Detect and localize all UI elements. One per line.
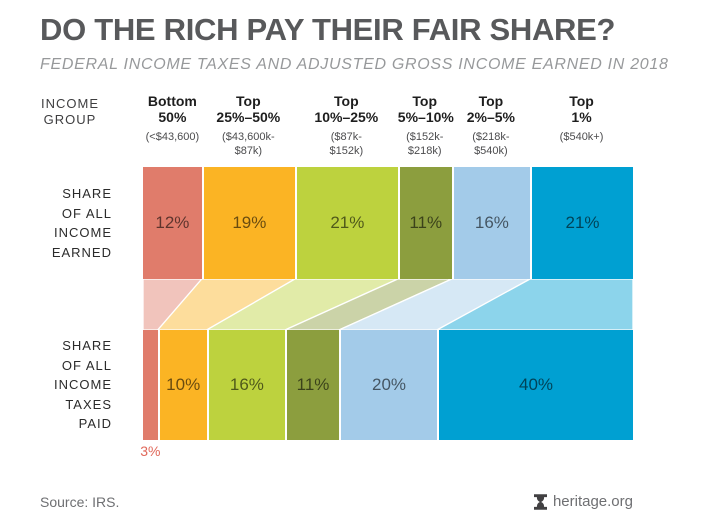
column-income-range: ($152k- $218k) (406, 131, 444, 158)
column-name: Top 25%–50% (216, 93, 281, 126)
taxes-paid-row-label: SHARE OF ALL INCOME TAXES PAID (54, 338, 112, 432)
chart: Bottom 50% (<$43,600) Top 25%–50% ($43,600k… (140, 0, 633, 514)
taxes-value-label: 16% (229, 375, 264, 394)
column-name: Top 10%–25% (314, 93, 379, 126)
column-header-top-10-25: Top 10%–25% ($87k- $152k) (295, 93, 398, 159)
column-header-bottom-50: Bottom 50% (<$43,600) (143, 93, 202, 144)
income-bar-bottom-50: 12% (143, 167, 202, 279)
income-group-label: INCOME GROUP (41, 96, 99, 128)
page-title: DO THE RICH PAY THEIR FAIR SHARE? (40, 12, 616, 47)
flow-connectors (143, 279, 633, 330)
taxes-value-label: 20% (371, 375, 407, 394)
heritage-bell-icon (533, 493, 547, 510)
taxes-bar-top-10-25: 16% (206, 330, 286, 440)
column-income-range: ($43,600k- $87k) (222, 131, 275, 158)
income-value-label: 12% (155, 213, 190, 232)
page-subtitle: FEDERAL INCOME TAXES AND ADJUSTED GROSS … (40, 56, 669, 73)
taxes-bar-top-25-50: 10% (157, 330, 207, 440)
taxes-bar-top-1: 40% (437, 330, 633, 440)
source-note: Source: IRS. (40, 494, 120, 510)
income-bar-top-5-10: 11% (397, 167, 452, 279)
column-name: Top 2%–5% (466, 93, 516, 126)
column-name: Bottom 50% (147, 93, 197, 126)
site-credit-text: heritage.org (552, 493, 633, 510)
column-name: Top 1% (569, 93, 594, 126)
income-value-label: 21% (330, 213, 365, 232)
taxes-bar-top-5-10: 11% (285, 330, 339, 440)
column-name: Top 5%–10% (397, 93, 454, 126)
flow-connector-top-5-10 (285, 279, 452, 330)
taxes-external-value-label: 3% (140, 443, 161, 459)
column-income-range: ($540k+) (559, 131, 604, 144)
income-bar-top-10-25: 21% (294, 167, 398, 279)
column-income-range: (<$43,600) (145, 131, 200, 144)
taxes-value-label: 10% (166, 375, 201, 394)
income-earned-row-label: SHARE OF ALL INCOME EARNED (51, 186, 112, 260)
column-header-top-1: Top 1% ($540k+) (530, 93, 633, 144)
income-value-label: 19% (232, 213, 267, 232)
flow-connector-bottom-50 (143, 279, 202, 330)
taxes-value-label: 11% (296, 375, 330, 394)
income-value-label: 16% (474, 213, 509, 232)
flow-connector-top-1 (437, 279, 633, 330)
site-credit: heritage.org (533, 493, 633, 510)
taxes-value-label: 40% (518, 375, 554, 394)
income-value-label: 21% (565, 213, 600, 232)
column-header-top-25-50: Top 25%–50% ($43,600k- $87k) (202, 93, 295, 159)
income-bar-top-2-5: 16% (451, 167, 531, 279)
flow-connector-top-10-25 (207, 279, 398, 330)
income-bar-top-1: 21% (530, 167, 633, 279)
taxes-bar-bottom-50 (143, 330, 158, 440)
income-value-label: 11% (409, 213, 443, 232)
income-bar-top-25-50: 19% (201, 167, 295, 279)
column-income-range: ($87k- $152k) (329, 131, 364, 158)
flow-connector-top-2-5 (339, 279, 530, 330)
column-income-range: ($218k- $540k) (472, 131, 510, 158)
column-header-top-5-10: Top 5%–10% ($152k- $218k) (397, 93, 454, 159)
taxes-bar-top-2-5: 20% (339, 330, 437, 440)
flow-connector-top-25-50 (158, 279, 295, 330)
column-header-top-2-5: Top 2%–5% ($218k- $540k) (452, 93, 530, 159)
